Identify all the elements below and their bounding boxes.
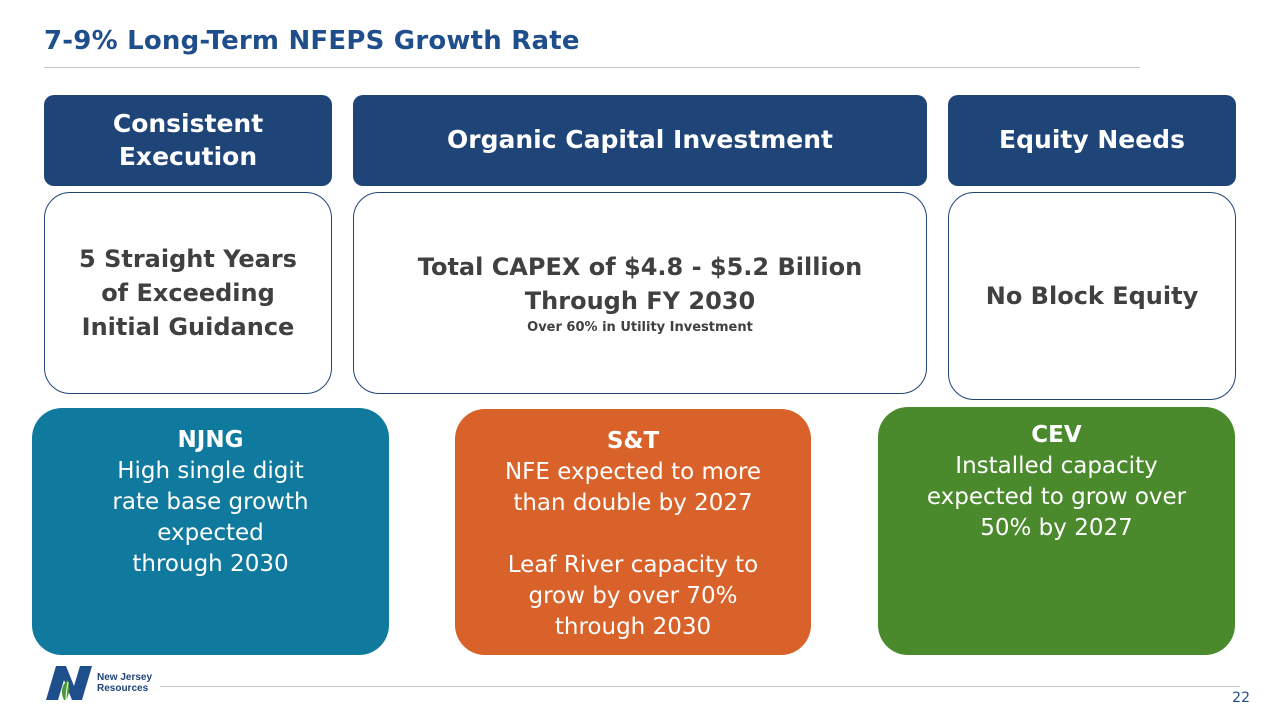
pillar-capex-subtext: Over 60% in Utility Investment xyxy=(527,319,753,335)
segment-st-text: NFE expected to more than double by 2027… xyxy=(504,458,762,641)
logo-line1: New Jersey xyxy=(97,672,153,683)
njr-logo-icon xyxy=(46,666,92,701)
slide-title: 7-9% Long-Term NFEPS Growth Rate xyxy=(44,26,580,56)
header-organic-capital-investment: Organic Capital Investment xyxy=(353,95,927,186)
pillar-card-equity: No Block Equity xyxy=(948,192,1236,400)
segment-cev-text: Installed capacity expected to grow over… xyxy=(926,452,1187,541)
pillar-card-capex: Total CAPEX of $4.8 - $5.2 Billion Throu… xyxy=(353,192,927,394)
logo-line2: Resources xyxy=(97,683,149,694)
page-number: 22 xyxy=(1232,690,1250,706)
pillar-capex-text: Total CAPEX of $4.8 - $5.2 Billion Throu… xyxy=(417,253,863,315)
pillar-equity-text: No Block Equity xyxy=(985,281,1199,310)
segment-njng-title: NJNG xyxy=(177,427,244,453)
footer-divider xyxy=(160,686,1240,687)
segment-st-title: S&T xyxy=(606,428,660,454)
segment-card-cev: CEV Installed capacity expected to grow … xyxy=(878,407,1235,655)
segment-njng-text: High single digit rate base growth expec… xyxy=(112,457,309,578)
pillar-card-execution: 5 Straight Years of Exceeding Initial Gu… xyxy=(44,192,332,394)
pillar-execution-text: 5 Straight Years of Exceeding Initial Gu… xyxy=(79,244,297,342)
title-divider xyxy=(44,67,1140,68)
segment-card-njng: NJNG High single digit rate base growth … xyxy=(32,408,389,655)
segment-card-st: S&T NFE expected to more than double by … xyxy=(455,409,811,655)
segment-cev-title: CEV xyxy=(1031,422,1082,448)
company-logo: New Jersey Resources xyxy=(44,664,152,702)
header-equity-needs: Equity Needs xyxy=(948,95,1236,186)
header-consistent-execution: Consistent Execution xyxy=(44,95,332,186)
